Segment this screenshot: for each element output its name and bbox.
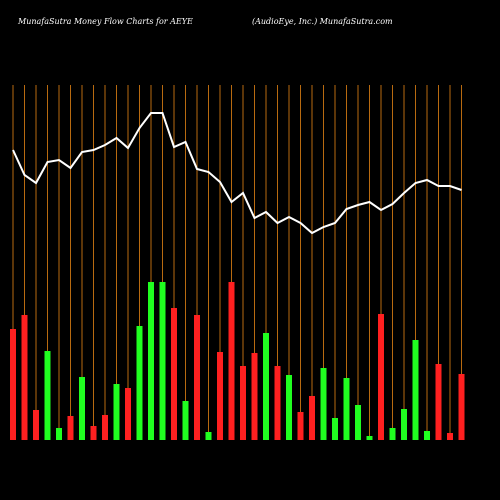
bar bbox=[355, 405, 361, 440]
bar bbox=[343, 378, 350, 440]
bar bbox=[136, 326, 143, 440]
bar bbox=[332, 418, 338, 440]
bar bbox=[435, 364, 442, 440]
bar bbox=[320, 368, 327, 440]
chart-subtitle: (AudioEye, Inc.) MunafaSutra.com bbox=[252, 17, 393, 26]
bar bbox=[458, 374, 465, 440]
bar bbox=[194, 315, 200, 440]
bar bbox=[125, 388, 131, 440]
bar bbox=[228, 282, 235, 440]
bar bbox=[378, 314, 384, 440]
bar bbox=[33, 410, 39, 440]
bar bbox=[389, 428, 396, 440]
bar bbox=[171, 308, 177, 440]
bar bbox=[297, 412, 304, 440]
bar bbox=[159, 282, 166, 440]
bar bbox=[148, 282, 154, 440]
bar bbox=[309, 396, 315, 440]
bar bbox=[366, 436, 373, 440]
bar bbox=[274, 366, 281, 440]
bar bbox=[447, 433, 453, 440]
bar bbox=[113, 384, 120, 440]
bar bbox=[412, 340, 419, 440]
bar bbox=[263, 333, 269, 440]
money-flow-line bbox=[12, 112, 462, 235]
bar bbox=[205, 432, 212, 440]
bar bbox=[240, 366, 246, 440]
bar bbox=[67, 416, 74, 440]
bar bbox=[401, 409, 407, 440]
bar bbox=[251, 353, 258, 440]
bar bbox=[21, 315, 28, 440]
bar bbox=[102, 415, 108, 440]
bar bbox=[79, 377, 85, 440]
bar bbox=[90, 426, 97, 440]
bar bbox=[286, 375, 292, 440]
bar bbox=[44, 351, 51, 440]
bar bbox=[217, 352, 223, 440]
bar bbox=[424, 431, 430, 440]
chart-title: MunafaSutra Money Flow Charts for AEYE bbox=[17, 17, 193, 26]
bar bbox=[10, 329, 16, 440]
bar bbox=[56, 428, 62, 440]
bar bbox=[182, 401, 189, 440]
